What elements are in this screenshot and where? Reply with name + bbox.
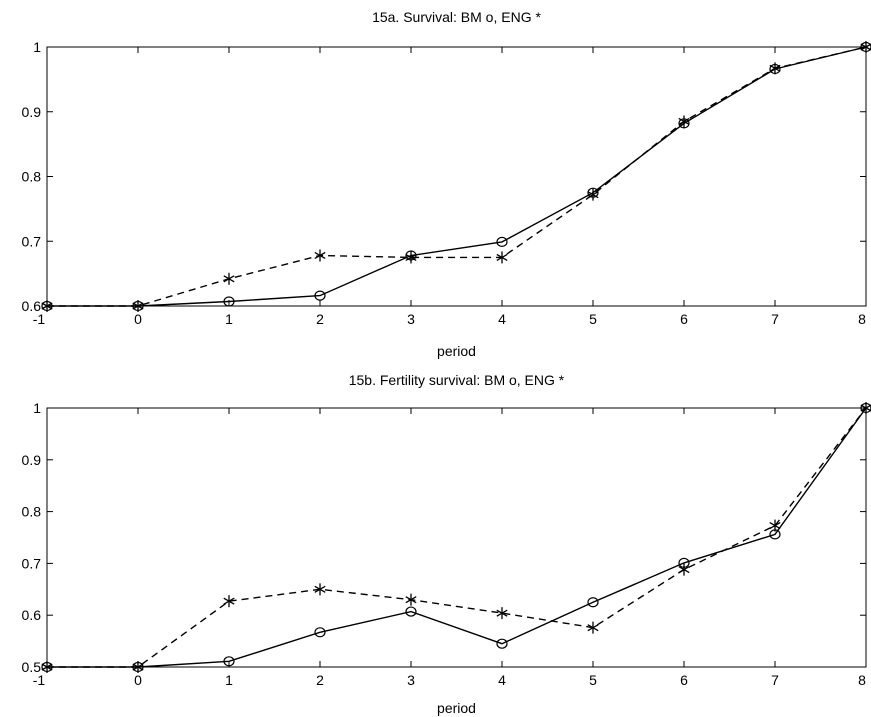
x-tick-label: 4 (498, 311, 506, 327)
asterisk-stroke (769, 522, 781, 530)
chart-title: 15b. Fertility survival: BM o, ENG * (349, 372, 565, 388)
y-tick-label: 0.9 (22, 104, 42, 120)
asterisk-stroke (496, 609, 508, 617)
asterisk-stroke (41, 302, 53, 310)
chart-1: 15a. Survival: BM o, ENG * period -1 0 1 2 3 4 5… (22, 9, 871, 359)
asterisk-stroke (678, 566, 690, 574)
plot-frame (46, 46, 867, 307)
x-tick-label: 3 (407, 311, 415, 327)
asterisk-stroke (223, 275, 235, 283)
data-point-circle (587, 597, 599, 608)
asterisk-stroke (314, 251, 326, 260)
data-point-circle (496, 236, 508, 247)
data-point-asterisk (223, 595, 235, 608)
data-point-circle (314, 290, 326, 301)
asterisk-stroke (132, 663, 144, 671)
y-tick-label: 0.8 (22, 504, 42, 520)
x-tick-label: 8 (858, 672, 866, 688)
data-point-asterisk (496, 251, 508, 264)
series-line-1 (47, 46, 867, 307)
data-point-asterisk (678, 115, 690, 128)
asterisk-stroke (587, 624, 599, 632)
data-point-asterisk (860, 402, 871, 414)
data-point-asterisk (41, 300, 53, 312)
asterisk-stroke (314, 585, 326, 593)
y-tick-label: 0.8 (22, 169, 42, 185)
x-tick-label: 6 (680, 672, 688, 688)
x-tick-label: 4 (498, 672, 506, 688)
data-point-asterisk (405, 251, 417, 264)
x-tick-label: -1 (33, 311, 46, 327)
y-tick-label: 0.9 (22, 452, 42, 468)
chart-2: 15b. Fertility survival: BM o, ENG * peri… (22, 372, 871, 716)
data-point-asterisk (769, 519, 781, 532)
x-tick-label: 5 (589, 311, 597, 327)
data-point-asterisk (678, 563, 690, 576)
data-point-asterisk (132, 661, 144, 673)
data-point-asterisk (314, 583, 326, 596)
y-tick-label: 0.7 (22, 233, 42, 249)
data-point-asterisk (587, 621, 599, 634)
data-point-asterisk (405, 593, 417, 606)
data-point-circle (496, 638, 508, 649)
asterisk-stroke (860, 404, 871, 412)
y-tick-label: 0.6 (22, 298, 42, 314)
chart-title: 15a. Survival: BM o, ENG * (372, 9, 541, 25)
x-tick-label: 0 (134, 672, 142, 688)
x-tick-label: 2 (316, 672, 324, 688)
data-point-circle (223, 656, 235, 667)
data-point-asterisk (223, 272, 235, 285)
data-point-asterisk (41, 661, 53, 673)
asterisk-stroke (769, 64, 781, 72)
series-line-1 (47, 407, 867, 668)
x-tick-label: 7 (771, 672, 779, 688)
asterisk-stroke (223, 597, 235, 605)
x-tick-label: 8 (858, 311, 866, 327)
x-axis-label: period (437, 700, 476, 716)
y-tick-label: 1 (33, 39, 41, 55)
x-tick-label: 3 (407, 672, 415, 688)
x-tick-label: 2 (316, 311, 324, 327)
series-line-2 (47, 407, 867, 668)
asterisk-stroke (405, 253, 417, 262)
asterisk-stroke (132, 302, 144, 310)
x-tick-label: 7 (771, 311, 779, 327)
x-tick-label: 5 (589, 672, 597, 688)
data-point-asterisk (314, 249, 326, 262)
data-point-asterisk (860, 41, 871, 53)
data-point-circle (405, 606, 417, 617)
y-tick-label: 0.6 (22, 607, 42, 623)
data-point-circle (314, 627, 326, 638)
asterisk-stroke (496, 253, 508, 262)
y-tick-label: 0.5 (22, 659, 42, 675)
data-point-asterisk (132, 300, 144, 312)
asterisk-stroke (405, 596, 417, 604)
asterisk-stroke (678, 117, 690, 126)
x-tick-label: 0 (134, 311, 142, 327)
plot-frame (46, 407, 867, 668)
asterisk-stroke (860, 43, 871, 51)
y-tick-label: 1 (33, 400, 41, 416)
y-tick-label: 0.7 (22, 555, 42, 571)
x-axis-label: period (437, 343, 476, 359)
data-point-asterisk (587, 188, 599, 201)
x-tick-label: 1 (225, 311, 233, 327)
asterisk-stroke (587, 191, 599, 199)
x-tick-label: -1 (33, 672, 46, 688)
x-tick-label: 1 (225, 672, 233, 688)
data-point-asterisk (769, 62, 781, 75)
series-line-2 (47, 46, 867, 307)
data-point-asterisk (496, 607, 508, 620)
asterisk-stroke (41, 663, 53, 671)
data-point-circle (223, 296, 235, 307)
x-tick-label: 6 (680, 311, 688, 327)
